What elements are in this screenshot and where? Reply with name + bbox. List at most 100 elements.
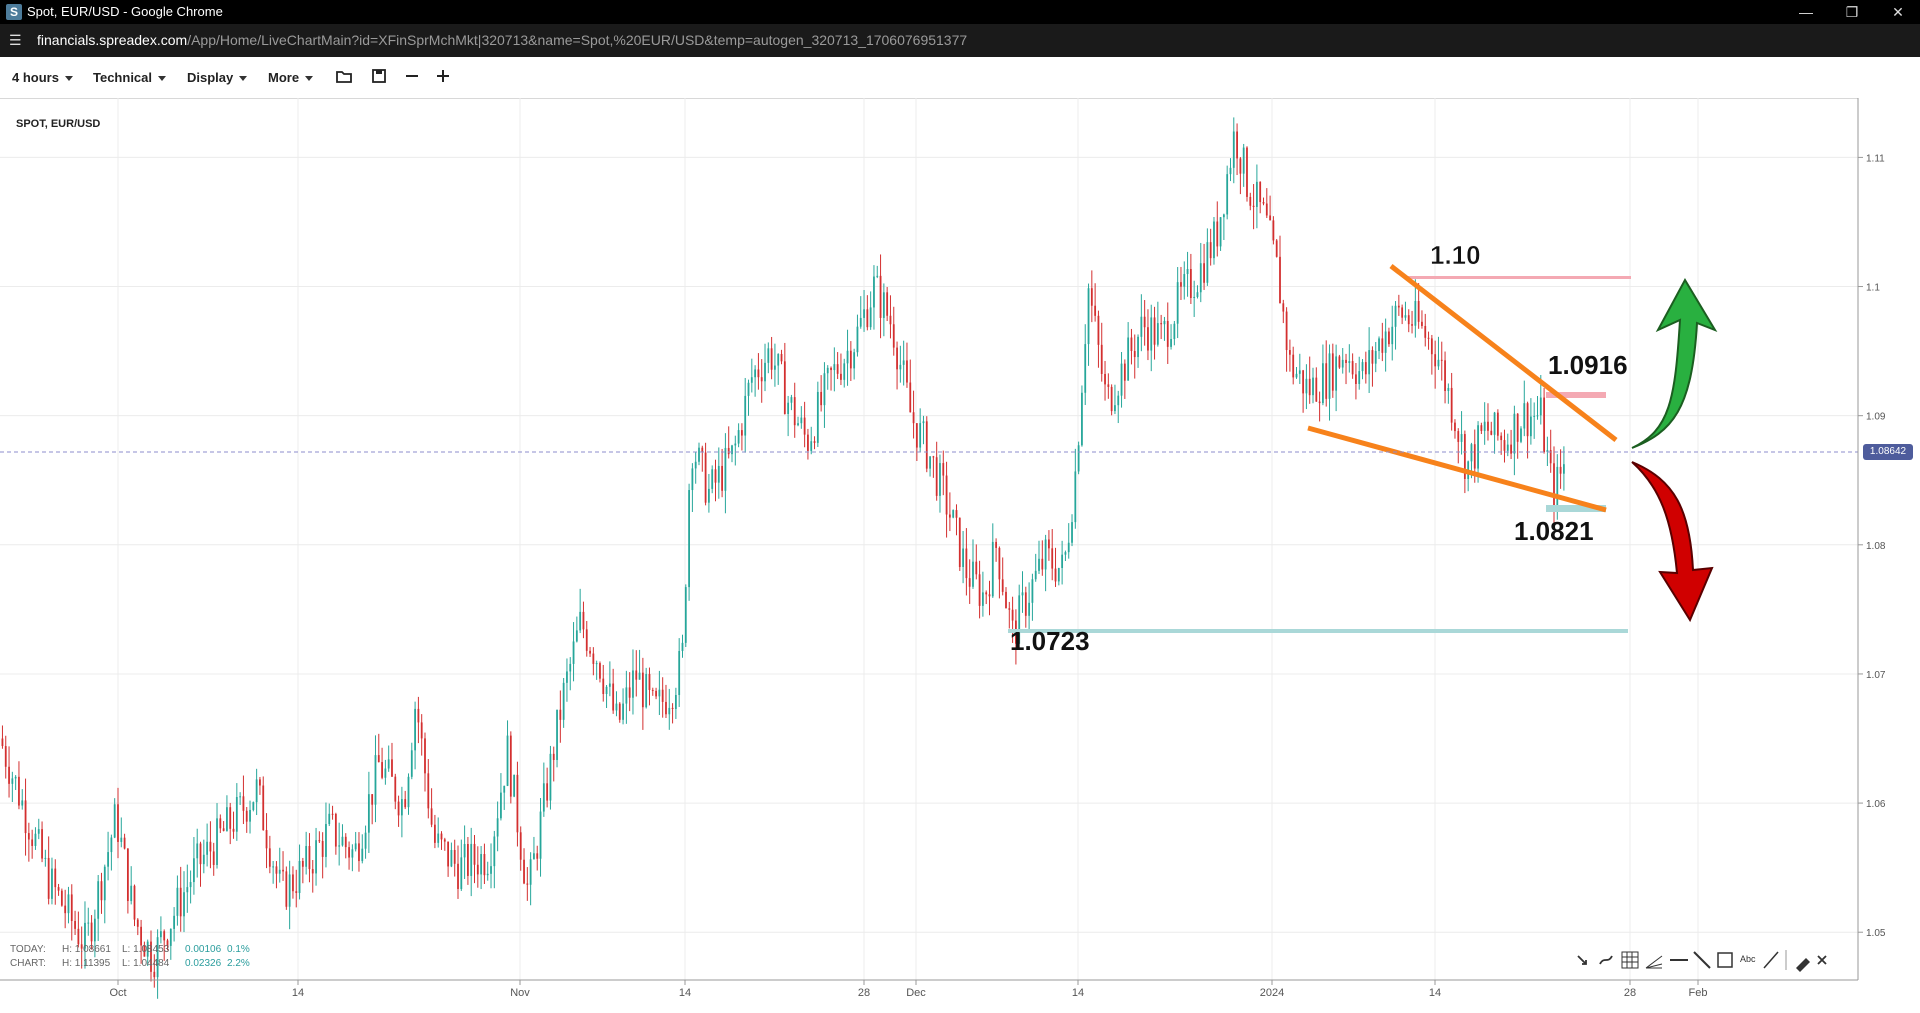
candle-body	[902, 360, 905, 365]
candle-body	[1384, 331, 1387, 353]
candle-body	[93, 918, 96, 942]
pencil-icon[interactable]	[1796, 958, 1810, 972]
candle-body	[1285, 311, 1288, 351]
candle-body	[981, 592, 984, 606]
candle-body	[605, 686, 608, 694]
interval-dropdown[interactable]: 4 hours	[12, 70, 73, 85]
candle-body	[1381, 338, 1384, 353]
candle-body	[698, 447, 700, 462]
text-tool-icon[interactable]: Abc	[1740, 954, 1756, 964]
candle-body	[542, 783, 545, 812]
candle-body	[1048, 539, 1050, 549]
candle-body	[295, 891, 298, 893]
x-tick-label: Feb	[1689, 987, 1708, 999]
more-menu[interactable]: More	[268, 70, 314, 85]
address-bar[interactable]: ☰ financials.spreadex.com/App/Home/LiveC…	[0, 24, 1920, 57]
candle-body	[1061, 554, 1064, 568]
y-tick-label: 1.1	[1866, 283, 1880, 294]
candle-body	[589, 650, 591, 654]
candle-body	[1064, 552, 1067, 555]
candle-body	[433, 824, 436, 843]
fib-tool-icon[interactable]	[1621, 951, 1639, 969]
folder-icon[interactable]	[334, 66, 354, 86]
technical-menu[interactable]: Technical	[93, 70, 167, 85]
candle-body	[651, 689, 654, 691]
candle-body	[1562, 464, 1565, 474]
candle-body	[1041, 558, 1044, 570]
candle-body	[90, 922, 93, 942]
zoom-in-icon[interactable]	[433, 66, 453, 86]
x-tick-label: 14	[1072, 987, 1084, 999]
fan-tool-icon[interactable]	[1645, 955, 1663, 969]
candle-body	[1549, 450, 1552, 464]
candle-body	[1123, 363, 1126, 381]
display-menu[interactable]: Display	[187, 70, 248, 85]
save-icon[interactable]	[369, 66, 389, 86]
candle-body	[820, 391, 823, 406]
candle-body	[209, 841, 212, 852]
candle-body	[988, 594, 991, 597]
y-tick-label: 1.08	[1866, 541, 1886, 552]
candle-body	[153, 971, 156, 978]
candle-body	[463, 844, 466, 858]
candle-body	[14, 776, 17, 779]
candle-body	[1104, 373, 1106, 385]
candle-body	[1001, 579, 1004, 592]
candle-body	[1170, 339, 1172, 347]
candle-body	[196, 843, 199, 859]
segment-tool-icon[interactable]	[1693, 951, 1711, 969]
candle-body	[1203, 263, 1205, 283]
candle-body	[301, 860, 304, 867]
candle-body	[1523, 403, 1526, 429]
url-text[interactable]: financials.spreadex.com/App/Home/LiveCha…	[37, 32, 968, 48]
candle-body	[816, 391, 819, 443]
candle-body	[1279, 256, 1281, 304]
candle-body	[1447, 387, 1450, 392]
line-tool-icon[interactable]	[1763, 951, 1779, 969]
candle-body	[1242, 147, 1245, 174]
candle-body	[1470, 444, 1473, 462]
candle-body	[1262, 202, 1265, 204]
curve-tool-icon[interactable]	[1599, 955, 1613, 965]
arrow-tool-icon[interactable]	[1577, 955, 1587, 965]
candle-body	[1302, 370, 1305, 394]
candle-body	[1057, 567, 1060, 582]
candle-body	[529, 859, 532, 885]
candle-body	[1318, 401, 1321, 404]
zoom-out-icon[interactable]	[402, 66, 422, 86]
y-tick-label: 1.07	[1866, 670, 1886, 681]
candle-body	[1005, 591, 1007, 609]
y-tick-label: 1.06	[1866, 799, 1886, 810]
candle-body	[1008, 608, 1011, 610]
candle-body	[1216, 221, 1219, 247]
candle-body	[387, 759, 390, 769]
candle-body	[919, 423, 922, 448]
candle-body	[1434, 354, 1437, 367]
x-tick-label: Dec	[906, 987, 926, 999]
close-window-icon[interactable]: ✕	[1892, 4, 1904, 20]
candle-body	[344, 836, 347, 848]
site-settings-icon[interactable]: ☰	[9, 32, 22, 48]
candle-body	[1526, 403, 1529, 437]
candle-body	[972, 561, 974, 587]
candle-body	[840, 373, 842, 380]
candle-body	[202, 854, 205, 865]
candle-body	[1153, 317, 1156, 345]
x-tick-label: Nov	[510, 987, 530, 999]
candle-body	[1437, 359, 1440, 367]
delete-drawings-icon[interactable]	[1817, 955, 1827, 965]
candle-body	[830, 367, 832, 371]
restore-icon[interactable]: ❐	[1845, 4, 1859, 20]
candle-body	[216, 818, 218, 865]
candle-body	[909, 382, 912, 413]
y-tick-label: 1.09	[1866, 412, 1886, 423]
candle-body	[1529, 416, 1532, 437]
candle-body	[1, 738, 4, 747]
candle-body	[641, 672, 644, 708]
minimize-icon[interactable]: —	[1799, 4, 1813, 20]
symbol-label: SPOT, EUR/USD	[16, 118, 101, 130]
candle-body	[572, 641, 575, 664]
candle-body	[493, 836, 496, 867]
price-chart[interactable]: 1.10 1.0916 1.0821 1.0723 1.11 1.1 1.09 1.0…	[0, 98, 1920, 1013]
rectangle-tool-icon[interactable]	[1717, 952, 1733, 968]
